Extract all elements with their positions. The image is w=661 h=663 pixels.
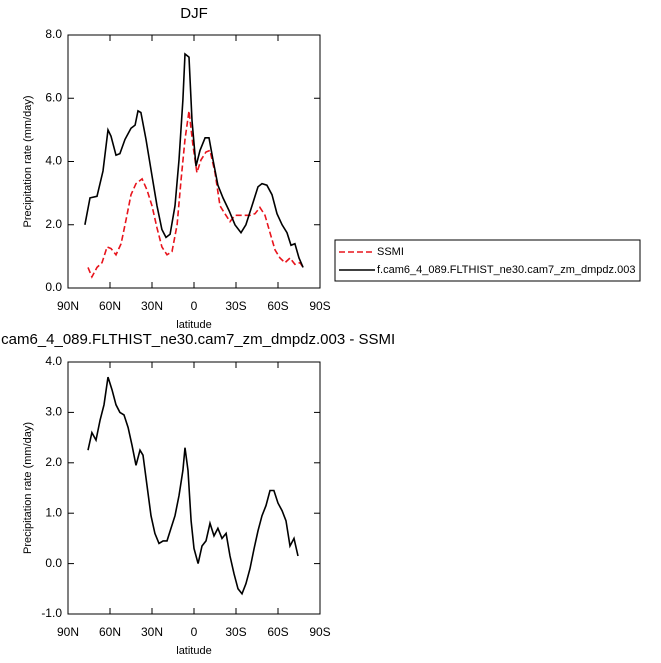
x-tick-label: 30S xyxy=(225,625,246,639)
y-tick-label: 3.0 xyxy=(45,405,62,419)
y-tick-label: 2.0 xyxy=(45,455,62,469)
x-tick-label: 90N xyxy=(57,625,79,639)
x-tick-label: 60N xyxy=(99,299,121,313)
y-tick-label: 2.0 xyxy=(45,217,62,231)
x-tick-label: 0 xyxy=(191,625,198,639)
x-tick-label: 60S xyxy=(267,299,288,313)
x-tick-label: 60S xyxy=(267,625,288,639)
x-axis-label: latitude xyxy=(176,319,211,331)
y-axis-label: Precipitation rate (mm/day) xyxy=(22,422,34,554)
x-tick-label: 90S xyxy=(309,625,330,639)
chart-title: DJF xyxy=(180,5,208,22)
y-tick-label: 6.0 xyxy=(45,90,62,104)
x-tick-label: 30N xyxy=(141,625,163,639)
x-axis-label: latitude xyxy=(176,645,211,657)
x-tick-label: 30N xyxy=(141,299,163,313)
legend-label: SSMI xyxy=(377,246,404,258)
data-line xyxy=(87,376,299,596)
legend-label: f.cam6_4_089.FLTHIST_ne30.cam7_zm_dmpdz.… xyxy=(377,264,635,276)
x-tick-label: 0 xyxy=(191,299,198,313)
y-tick-label: -1.0 xyxy=(41,606,62,620)
plot-frame xyxy=(67,34,321,289)
plot-frame xyxy=(67,361,321,615)
data-line xyxy=(84,52,304,268)
legend-box xyxy=(334,239,641,282)
y-tick-label: 0.0 xyxy=(45,280,62,294)
x-tick-label: 90S xyxy=(309,299,330,313)
y-tick-label: 1.0 xyxy=(45,505,62,519)
y-tick-label: 8.0 xyxy=(45,27,62,41)
x-tick-label: 60N xyxy=(99,625,121,639)
x-tick-label: 90N xyxy=(57,299,79,313)
chart-title: f.cam6_4_089.FLTHIST_ne30.cam7_zm_dmpdz.… xyxy=(0,331,395,348)
y-tick-label: 4.0 xyxy=(45,354,62,368)
y-axis-label: Precipitation rate (mm/day) xyxy=(22,95,34,227)
y-tick-label: 0.0 xyxy=(45,556,62,570)
x-tick-label: 30S xyxy=(225,299,246,313)
y-tick-label: 4.0 xyxy=(45,154,62,168)
